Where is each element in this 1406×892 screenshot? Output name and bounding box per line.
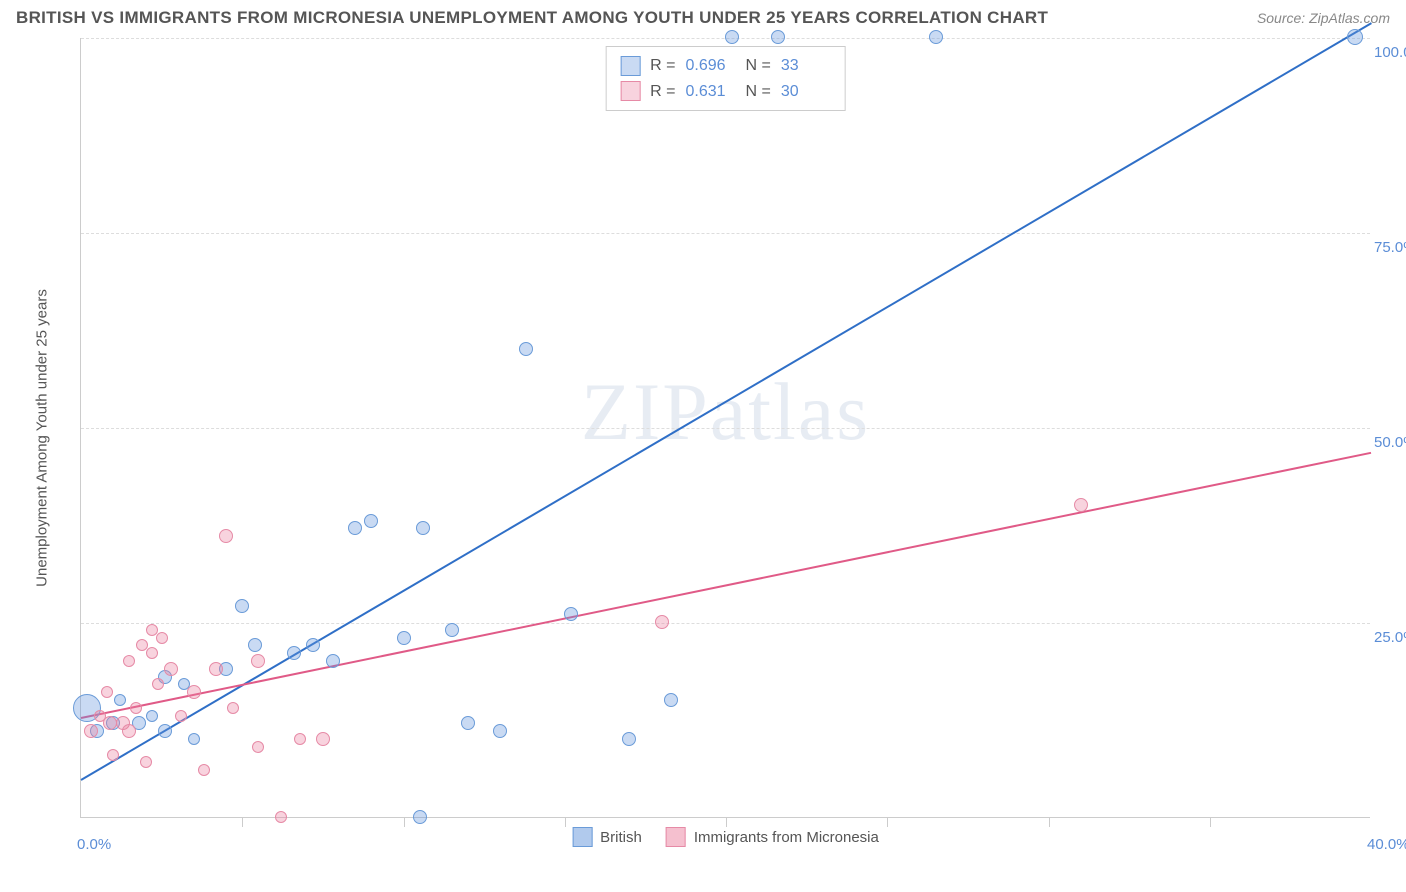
- data-point: [1074, 498, 1088, 512]
- data-point: [130, 702, 142, 714]
- legend-swatch: [620, 56, 640, 76]
- data-point: [227, 702, 239, 714]
- data-point: [493, 724, 507, 738]
- y-axis-label: Unemployment Among Youth under 25 years: [34, 289, 51, 587]
- gridline: [81, 623, 1370, 624]
- data-point: [107, 749, 119, 761]
- data-point: [235, 599, 249, 613]
- legend-swatch: [572, 827, 592, 847]
- x-tick: [1049, 817, 1050, 827]
- data-point: [929, 30, 943, 44]
- data-point: [306, 638, 320, 652]
- legend-swatch: [666, 827, 686, 847]
- r-label: R =: [650, 79, 675, 105]
- data-point: [655, 615, 669, 629]
- data-point: [771, 30, 785, 44]
- stats-row: R = 0.631 N = 30: [620, 79, 831, 105]
- n-label: N =: [746, 79, 771, 105]
- x-tick: [1210, 817, 1211, 827]
- y-tick-label: 25.0%: [1374, 629, 1406, 646]
- correlation-stats-box: R = 0.696 N = 33 R = 0.631 N = 30: [605, 46, 846, 111]
- y-tick-label: 50.0%: [1374, 434, 1406, 451]
- data-point: [248, 638, 262, 652]
- data-point: [84, 724, 98, 738]
- data-point: [664, 693, 678, 707]
- data-point: [445, 623, 459, 637]
- data-point: [123, 655, 135, 667]
- legend-swatch: [620, 81, 640, 101]
- legend-label: Immigrants from Micronesia: [694, 829, 879, 846]
- data-point: [198, 764, 210, 776]
- data-point: [140, 756, 152, 768]
- chart-header: BRITISH VS IMMIGRANTS FROM MICRONESIA UN…: [0, 0, 1406, 32]
- data-point: [188, 733, 200, 745]
- x-tick: [887, 817, 888, 827]
- data-point: [364, 514, 378, 528]
- data-point: [461, 716, 475, 730]
- watermark-text: ZIPatlas: [581, 365, 870, 459]
- data-point: [164, 662, 178, 676]
- legend-label: British: [600, 829, 642, 846]
- data-point: [564, 607, 578, 621]
- trendline-immigrants-from-micronesia: [81, 451, 1371, 718]
- data-point: [175, 710, 187, 722]
- data-point: [316, 732, 330, 746]
- data-point: [101, 686, 113, 698]
- data-point: [294, 733, 306, 745]
- data-point: [1347, 29, 1363, 45]
- n-label: N =: [746, 53, 771, 79]
- n-value: 33: [781, 53, 831, 79]
- gridline: [81, 233, 1370, 234]
- data-point: [275, 811, 287, 823]
- chart-container: Unemployment Among Youth under 25 years …: [50, 38, 1390, 838]
- x-tick-label: 0.0%: [77, 836, 111, 853]
- data-point: [416, 521, 430, 535]
- r-value: 0.631: [686, 79, 736, 105]
- data-point: [114, 694, 126, 706]
- data-point: [252, 741, 264, 753]
- y-tick-label: 100.0%: [1374, 44, 1406, 61]
- legend-item: British: [572, 827, 642, 847]
- data-point: [158, 724, 172, 738]
- y-tick-label: 75.0%: [1374, 239, 1406, 256]
- data-point: [397, 631, 411, 645]
- gridline: [81, 428, 1370, 429]
- data-point: [146, 710, 158, 722]
- data-point: [348, 521, 362, 535]
- data-point: [326, 654, 340, 668]
- series-legend: British Immigrants from Micronesia: [572, 827, 879, 847]
- chart-title: BRITISH VS IMMIGRANTS FROM MICRONESIA UN…: [16, 8, 1048, 28]
- data-point: [122, 724, 136, 738]
- data-point: [219, 529, 233, 543]
- n-value: 30: [781, 79, 831, 105]
- data-point: [622, 732, 636, 746]
- data-point: [413, 810, 427, 824]
- x-tick: [242, 817, 243, 827]
- data-point: [146, 647, 158, 659]
- x-tick: [565, 817, 566, 827]
- x-tick: [404, 817, 405, 827]
- data-point: [103, 716, 117, 730]
- r-label: R =: [650, 53, 675, 79]
- data-point: [187, 685, 201, 699]
- r-value: 0.696: [686, 53, 736, 79]
- trendline-british: [80, 23, 1371, 781]
- data-point: [152, 678, 164, 690]
- stats-row: R = 0.696 N = 33: [620, 53, 831, 79]
- x-tick-label: 40.0%: [1367, 836, 1406, 853]
- data-point: [287, 646, 301, 660]
- x-tick: [726, 817, 727, 827]
- data-point: [251, 654, 265, 668]
- plot-area: ZIPatlas R =0.696N =33R =0.631N =30 Brit…: [80, 38, 1370, 818]
- data-point: [725, 30, 739, 44]
- data-point: [519, 342, 533, 356]
- data-point: [209, 662, 223, 676]
- legend-item: Immigrants from Micronesia: [666, 827, 879, 847]
- data-point: [156, 632, 168, 644]
